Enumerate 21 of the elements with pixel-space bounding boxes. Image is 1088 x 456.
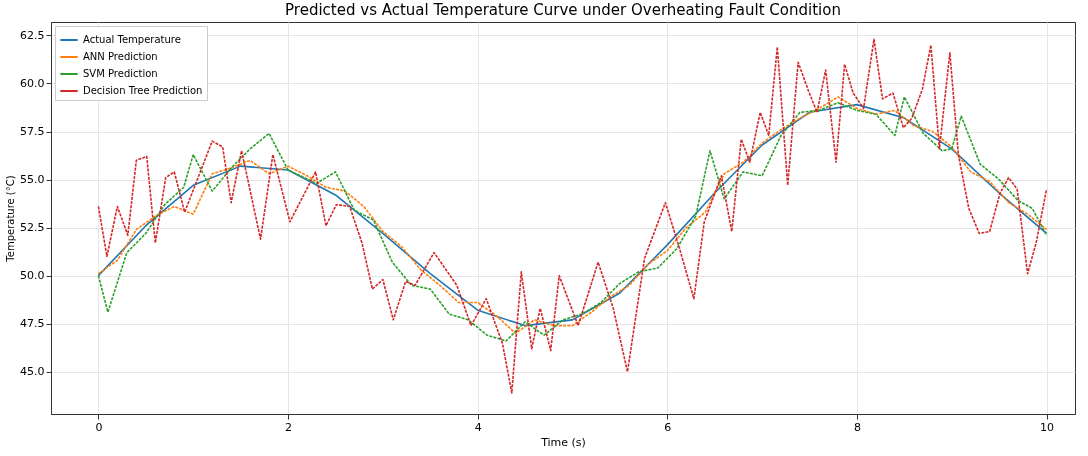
- y-axis-title: Temperature (°C): [5, 175, 17, 263]
- x-tick-label: 4: [474, 420, 482, 434]
- x-tick-label: 0: [95, 420, 103, 434]
- x-tick-label: 8: [853, 420, 861, 434]
- y-tick-label: 55.0: [20, 173, 45, 187]
- x-axis-title: Time (s): [540, 435, 586, 449]
- y-tick-label: 57.5: [20, 125, 45, 139]
- y-tick-label: 62.5: [20, 28, 45, 42]
- legend-label: Actual Temperature: [83, 34, 181, 45]
- legend-label: ANN Prediction: [83, 51, 158, 62]
- y-tick-label: 60.0: [20, 76, 45, 90]
- y-tick-label: 47.5: [20, 317, 45, 331]
- x-tick-label: 2: [285, 420, 293, 434]
- legend-label: SVM Prediction: [83, 68, 158, 79]
- y-tick-label: 52.5: [20, 221, 45, 235]
- y-tick-label: 50.0: [20, 269, 45, 283]
- x-tick-label: 6: [664, 420, 672, 434]
- legend-label: Decision Tree Prediction: [83, 85, 203, 96]
- y-tick-label: 45.0: [20, 365, 45, 379]
- chart-title: Predicted vs Actual Temperature Curve under Overheating Fault Condition: [285, 1, 841, 19]
- x-tick-label: 10: [1040, 420, 1055, 434]
